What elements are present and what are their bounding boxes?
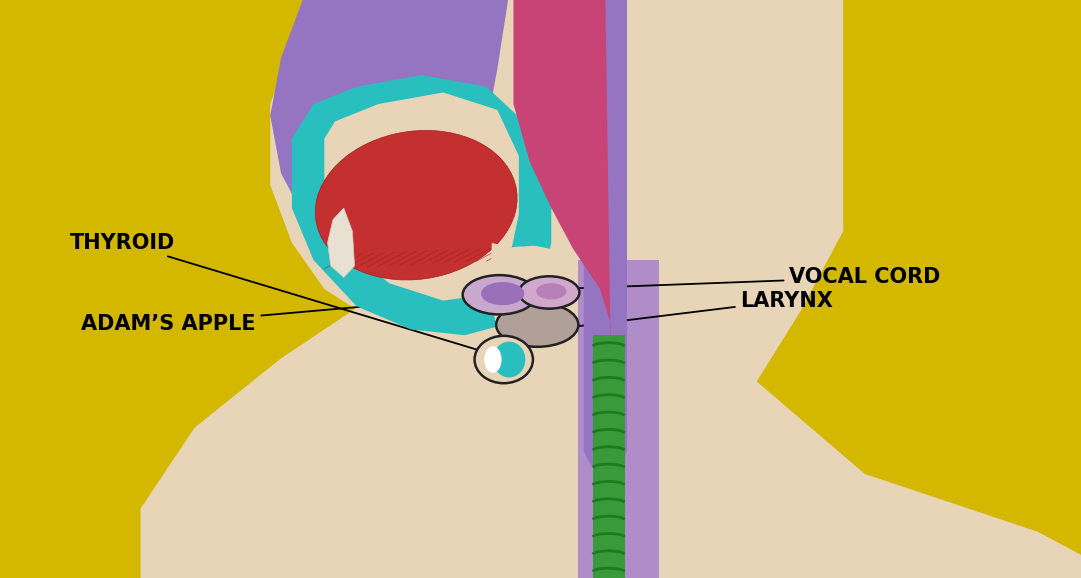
Text: VOCAL CORD: VOCAL CORD (560, 268, 940, 289)
Circle shape (536, 283, 566, 299)
Polygon shape (584, 0, 627, 474)
Ellipse shape (316, 131, 517, 280)
Circle shape (481, 282, 524, 305)
Ellipse shape (484, 346, 502, 373)
Text: THYROID: THYROID (70, 233, 504, 358)
Polygon shape (292, 75, 551, 335)
Polygon shape (578, 260, 659, 578)
Text: LARYNX: LARYNX (555, 291, 833, 329)
Polygon shape (530, 277, 570, 332)
Polygon shape (270, 0, 551, 347)
Polygon shape (328, 208, 355, 277)
Circle shape (496, 303, 578, 347)
Ellipse shape (493, 342, 525, 377)
Polygon shape (490, 243, 576, 344)
Circle shape (519, 276, 579, 309)
Polygon shape (540, 272, 568, 324)
Polygon shape (141, 0, 1081, 578)
Polygon shape (513, 0, 611, 358)
Text: ADAM’S APPLE: ADAM’S APPLE (81, 295, 494, 334)
Circle shape (463, 275, 536, 314)
Ellipse shape (475, 336, 533, 383)
Polygon shape (593, 335, 625, 578)
Polygon shape (324, 92, 519, 301)
Polygon shape (270, 0, 508, 272)
